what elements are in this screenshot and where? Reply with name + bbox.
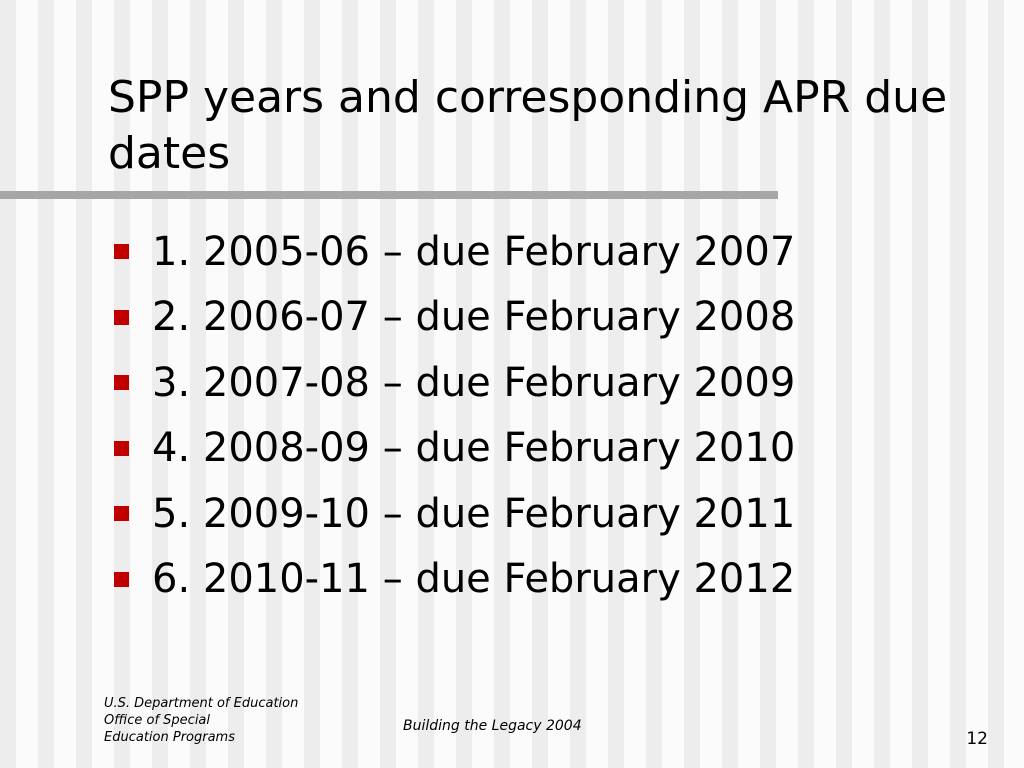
bullet-list: 1. 2005-06 – due February 2007 2. 2006-0… <box>114 219 795 612</box>
square-bullet-icon <box>114 309 129 325</box>
list-item-text: 6. 2010-11 – due February 2012 <box>152 556 796 603</box>
list-item: 3. 2007-08 – due February 2009 <box>114 350 795 416</box>
list-item: 5. 2009-10 – due February 2011 <box>114 481 795 547</box>
list-item-text: 4. 2008-09 – due February 2010 <box>152 425 796 472</box>
list-item: 6. 2010-11 – due February 2012 <box>114 547 795 613</box>
slide-title: SPP years and corresponding APR due date… <box>108 72 948 179</box>
square-bullet-icon <box>114 440 129 456</box>
list-item-text: 3. 2007-08 – due February 2009 <box>152 359 796 406</box>
footer-org-line: U.S. Department of Education <box>104 696 299 711</box>
square-bullet-icon <box>114 506 129 522</box>
footer-organization: U.S. Department of Education Office of S… <box>104 695 334 746</box>
title-divider <box>0 191 778 199</box>
list-item: 4. 2008-09 – due February 2010 <box>114 416 795 482</box>
footer-org-line: Education Programs <box>104 730 235 745</box>
square-bullet-icon <box>114 571 129 587</box>
page-number: 12 <box>966 729 988 749</box>
list-item-text: 5. 2009-10 – due February 2011 <box>152 490 796 537</box>
list-item-text: 2. 2006-07 – due February 2008 <box>152 294 796 341</box>
list-item: 1. 2005-06 – due February 2007 <box>114 219 795 285</box>
list-item: 2. 2006-07 – due February 2008 <box>114 285 795 351</box>
footer-org-line: Office of Special <box>104 713 211 728</box>
square-bullet-icon <box>114 244 129 260</box>
list-item-text: 1. 2005-06 – due February 2007 <box>152 228 796 275</box>
square-bullet-icon <box>114 375 129 391</box>
footer-event-name: Building the Legacy 2004 <box>403 718 582 734</box>
